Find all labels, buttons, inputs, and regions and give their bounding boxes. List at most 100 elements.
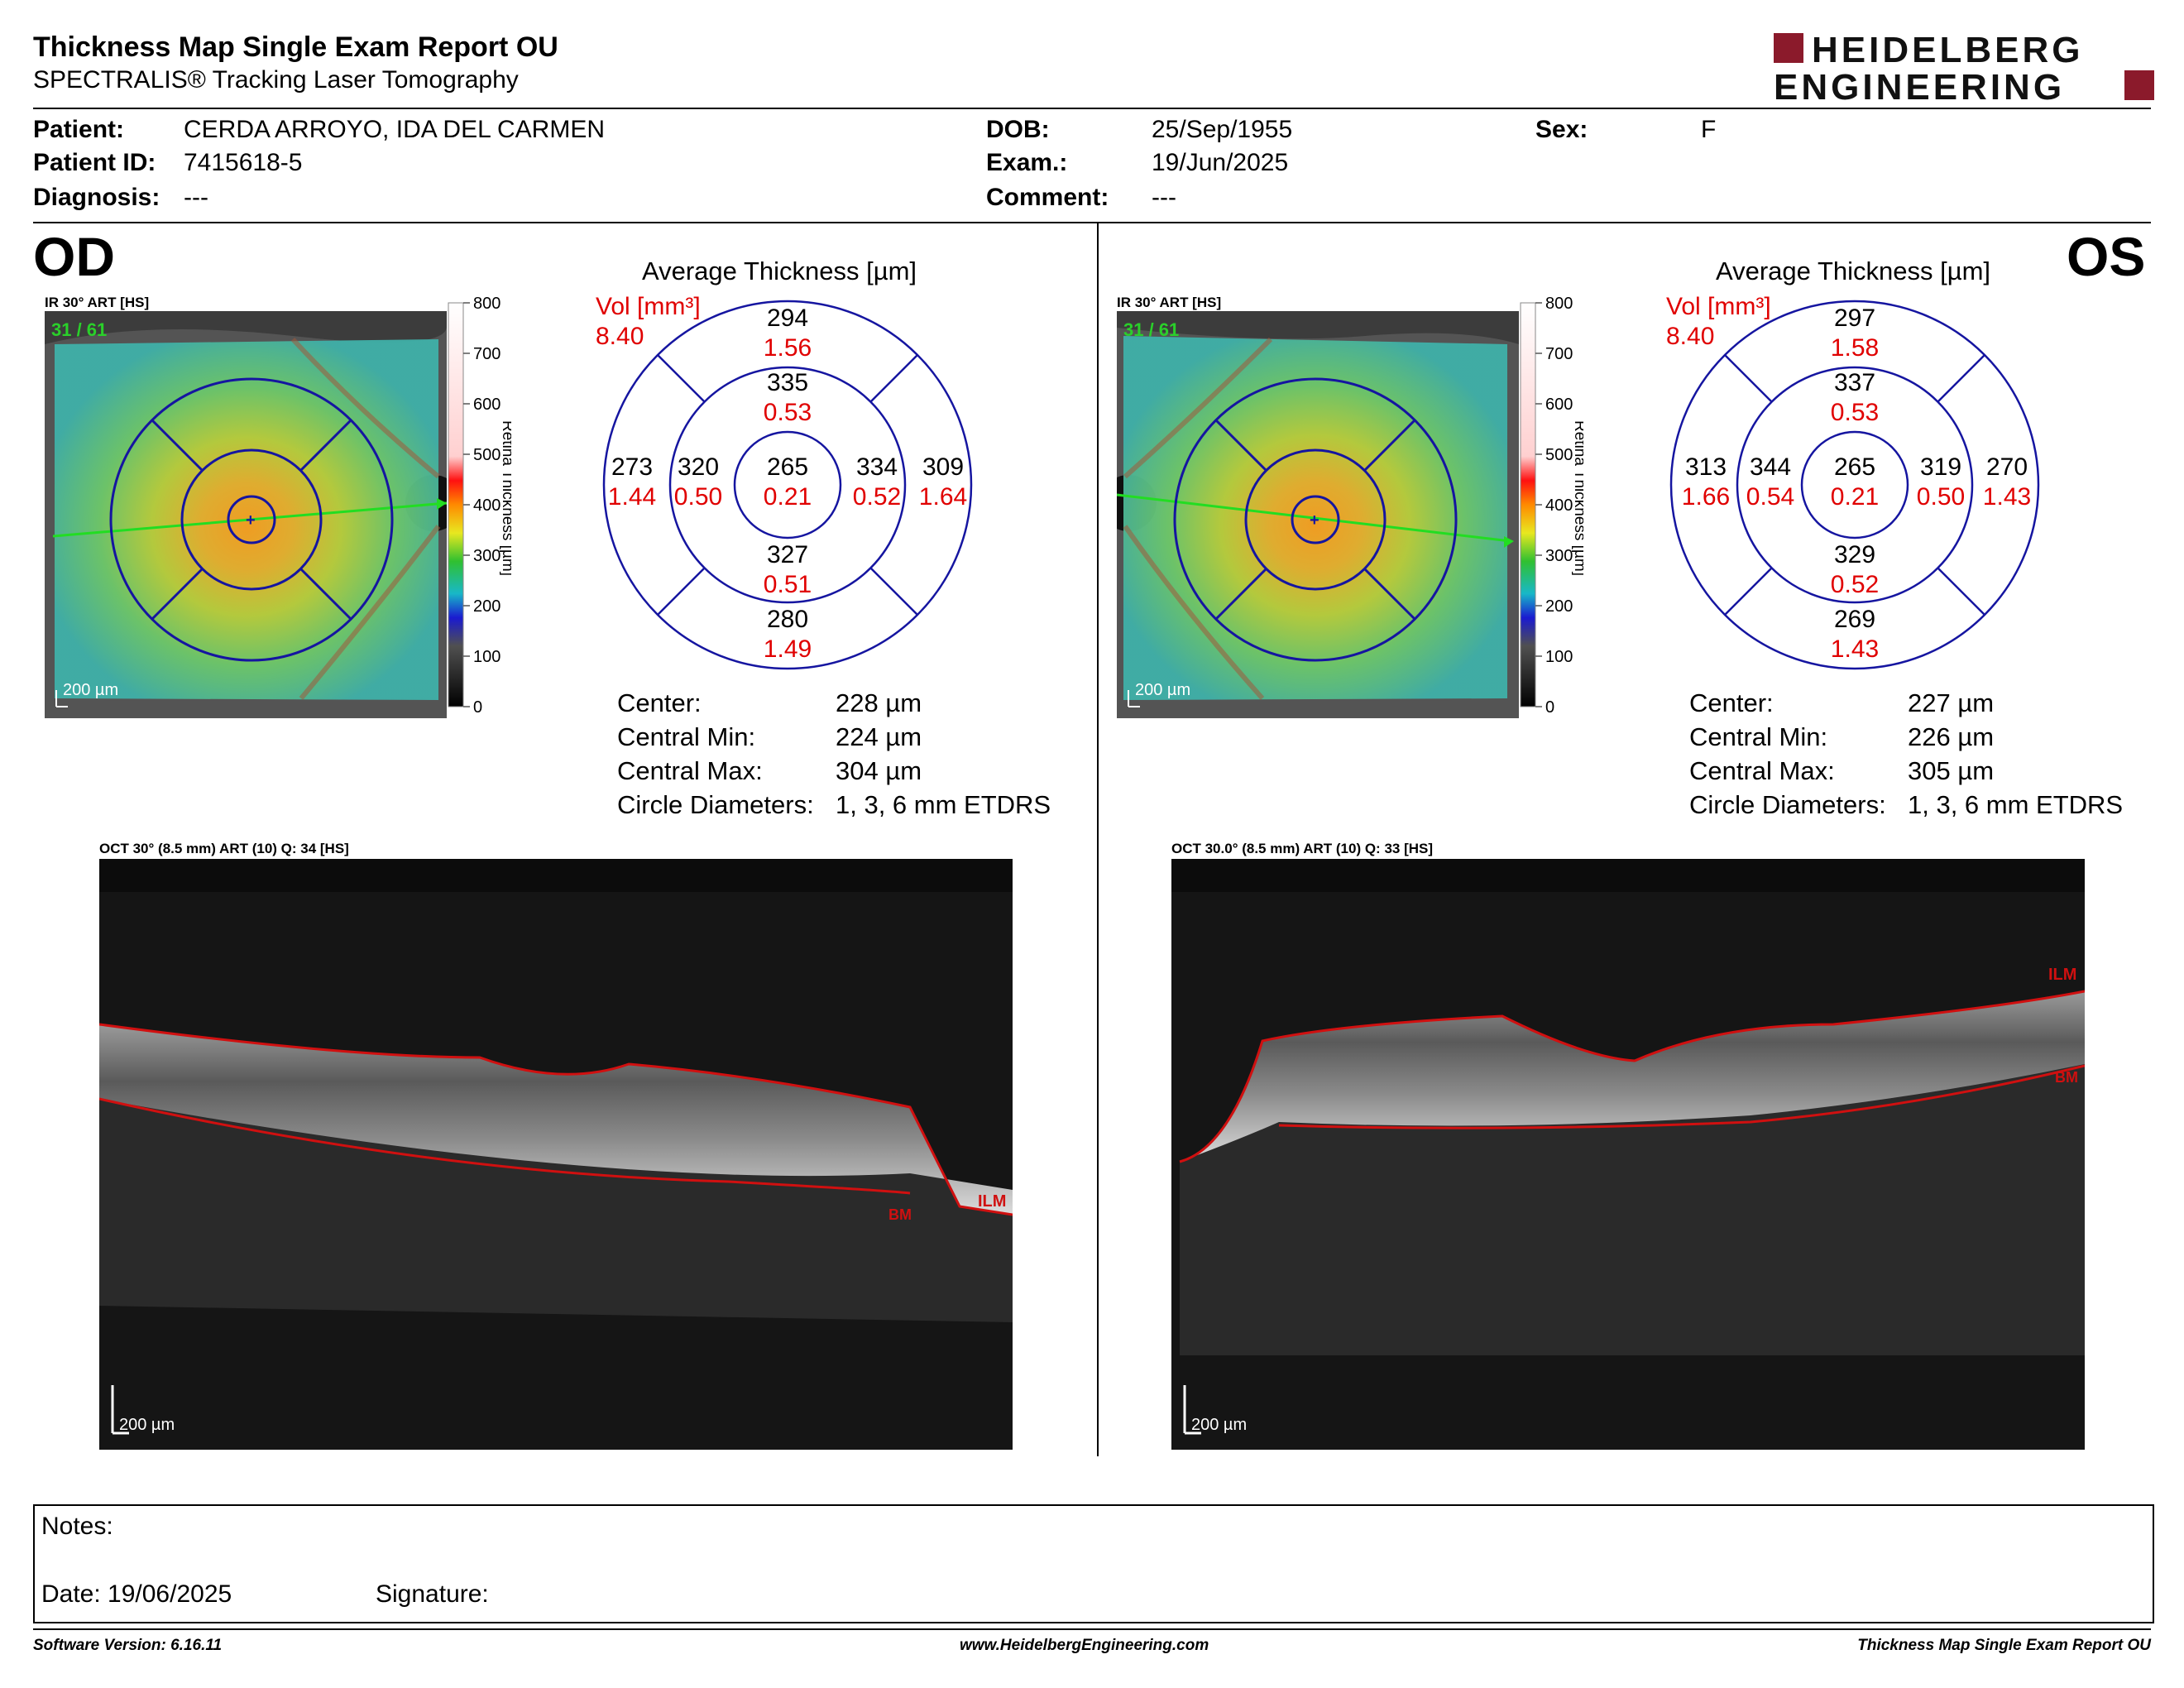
sector-thickness-os: 269: [1834, 606, 1875, 633]
sector-thickness-os: 270: [1986, 453, 2028, 481]
comment-label: Comment:: [986, 184, 1109, 211]
website-link[interactable]: www.HeidelbergEngineering.com: [960, 1637, 1209, 1654]
etdrs-grid-os: Vol [mm³] 8.40 297 1.58 337 0.53 313 1.6…: [1666, 293, 2040, 670]
exam-label: Exam.:: [986, 149, 1068, 176]
stat-label-od: Circle Diameters:: [617, 790, 814, 819]
ir-label-od: IR 30° ART [HS]: [45, 295, 150, 310]
patient-label: Patient:: [33, 116, 125, 143]
stat-value-os: 1, 3, 6 mm ETDRS: [1908, 790, 2124, 819]
stat-value-od: 1, 3, 6 mm ETDRS: [836, 790, 1051, 819]
stat-label-os: Circle Diameters:: [1689, 790, 1886, 819]
dob-value: 25/Sep/1955: [1152, 116, 1293, 143]
svg-text:+: +: [246, 511, 256, 530]
sector-volume-os: 1.66: [1682, 483, 1730, 511]
dob-label: DOB:: [986, 116, 1050, 143]
colorbar-axis-label: Retina Thickness [µm]: [499, 420, 511, 576]
sector-thickness-od: 280: [767, 606, 808, 633]
stat-value-os: 227 µm: [1908, 688, 1995, 717]
oct-scale-od: 200 µm: [119, 1416, 175, 1434]
heidelberg-logo: HEIDELBERG ENGINEERING: [1774, 31, 2154, 103]
sector-thickness-os: 319: [1920, 453, 1961, 481]
oct-bscan-od: ILM BM 200 µm: [99, 859, 1013, 1450]
colorbar-tick-label: 800: [473, 296, 500, 313]
sector-thickness-od: 335: [767, 369, 808, 396]
bm-label-os: BM: [2055, 1069, 2078, 1086]
sector-thickness-os: 337: [1834, 369, 1875, 396]
sector-thickness-od: 309: [922, 453, 964, 481]
svg-text:+: +: [1310, 511, 1320, 530]
ir-scale-od: 200 µm: [63, 681, 118, 699]
eye-divider: [1097, 223, 1099, 1456]
ir-scale-os: 200 µm: [1135, 681, 1190, 699]
sector-volume-od: 0.51: [764, 571, 812, 598]
stat-label-os: Central Min:: [1689, 722, 1828, 751]
sector-volume-os: 1.58: [1831, 334, 1879, 362]
vol-total-os: 8.40: [1666, 323, 1714, 350]
logo-line-1: HEIDELBERG: [1812, 31, 2083, 70]
thickness-colorbar-od: 800 700 600 500 400 300 200 100 0 Retina Thicknes…: [448, 296, 511, 717]
sector-thickness-od: 327: [767, 541, 808, 568]
sector-volume-os: 0.54: [1746, 483, 1794, 511]
sector-volume-os: 0.53: [1831, 399, 1879, 426]
stat-value-od: 228 µm: [836, 688, 922, 717]
sector-thickness-os: 297: [1834, 305, 1875, 332]
sector-volume-os: 0.21: [1831, 483, 1879, 511]
colorbar-tick-label: 700: [1545, 345, 1573, 363]
ir-label-os: IR 30° ART [HS]: [1117, 295, 1222, 310]
sector-thickness-od: 320: [678, 453, 719, 481]
colorbar-tick-label: 200: [1545, 597, 1573, 616]
oct-scale-os: 200 µm: [1191, 1416, 1247, 1434]
colorbar-tick-label: 700: [473, 345, 500, 363]
sector-thickness-od: 294: [767, 305, 808, 332]
stat-value-os: 226 µm: [1908, 722, 1995, 751]
vol-total-od: 8.40: [596, 323, 644, 350]
bm-label-od: BM: [888, 1206, 912, 1223]
colorbar-tick-label: 800: [1545, 296, 1573, 313]
ir-counter-os: 31 / 61: [1123, 319, 1179, 340]
avg-thickness-title-os: Average Thickness [µm]: [1716, 257, 1991, 285]
sector-thickness-os: 329: [1834, 541, 1875, 568]
colorbar-tick-label: 0: [1545, 698, 1554, 717]
eye-label-od: OD: [33, 226, 115, 287]
diagnosis-value: ---: [184, 184, 208, 211]
sector-thickness-os: 265: [1834, 453, 1875, 481]
sector-thickness-os: 344: [1750, 453, 1791, 481]
sector-volume-od: 0.21: [764, 483, 812, 511]
stat-label-od: Central Min:: [617, 722, 756, 751]
notes-box[interactable]: Notes: Date: 19/06/2025 Signature:: [33, 1504, 2154, 1623]
sector-volume-od: 0.52: [853, 483, 901, 511]
fundus-thickness-map-os: 31 / 61 + 200 µm: [1117, 311, 1519, 718]
ir-counter-od: 31 / 61: [51, 319, 107, 340]
notes-date: Date: 19/06/2025: [41, 1580, 232, 1608]
colorbar-tick-label: 500: [473, 446, 500, 464]
sector-volume-od: 0.50: [674, 483, 722, 511]
stat-value-od: 224 µm: [836, 722, 922, 751]
colorbar-tick-label: 500: [1545, 446, 1573, 464]
sector-volume-os: 1.43: [1983, 483, 2031, 511]
signature-label: Signature:: [376, 1580, 489, 1608]
sector-volume-od: 0.53: [764, 399, 812, 426]
logo-line-2: ENGINEERING: [1774, 67, 2065, 103]
sector-volume-od: 1.64: [919, 483, 967, 511]
sector-thickness-od: 273: [611, 453, 653, 481]
colorbar-tick-label: 400: [1545, 496, 1573, 515]
ilm-label-os: ILM: [2048, 966, 2076, 984]
sector-volume-od: 1.49: [764, 635, 812, 663]
oct-label-od: OCT 30° (8.5 mm) ART (10) Q: 34 [HS]: [99, 841, 349, 856]
comment-value: ---: [1152, 184, 1176, 211]
oct-bscan-os: ILM BM 200 µm: [1171, 859, 2085, 1450]
etdrs-grid-od: Vol [mm³] 8.40 294 1.56 335 0.53 273 1.4…: [596, 293, 973, 670]
vol-label-od: Vol [mm³]: [596, 293, 701, 320]
sector-volume-od: 1.56: [764, 334, 812, 362]
report-subtitle: SPECTRALIS® Tracking Laser Tomography: [33, 66, 519, 94]
sector-volume-os: 0.50: [1917, 483, 1965, 511]
patient-rule: [33, 222, 2151, 223]
colorbar-tick-label: 200: [473, 597, 500, 616]
sector-thickness-od: 265: [767, 453, 808, 481]
fundus-thickness-map-od: 31 / 61 + 200 µm: [45, 311, 447, 718]
colorbar-tick-label: 0: [473, 698, 482, 717]
footer-rule: [33, 1628, 2151, 1630]
sex-label: Sex:: [1535, 116, 1588, 143]
diagnosis-label: Diagnosis:: [33, 184, 160, 211]
ilm-label-od: ILM: [978, 1192, 1006, 1211]
